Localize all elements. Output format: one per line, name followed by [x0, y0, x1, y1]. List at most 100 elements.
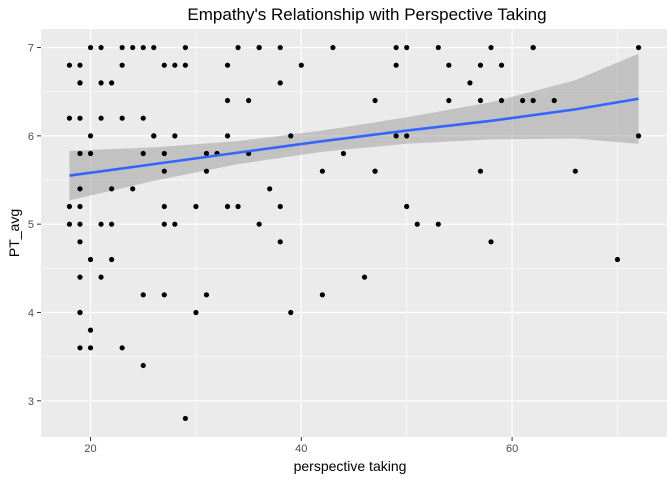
data-point	[614, 256, 621, 263]
data-point	[130, 44, 136, 51]
data-point	[77, 274, 83, 280]
data-point	[277, 80, 283, 86]
y-tick-label: 5	[28, 219, 34, 231]
data-point	[224, 203, 231, 210]
data-point	[404, 44, 410, 51]
data-point	[551, 97, 557, 104]
data-point	[98, 115, 104, 121]
data-point	[87, 44, 94, 51]
x-tick-label: 20	[84, 443, 96, 455]
data-point	[109, 186, 115, 192]
data-point	[66, 115, 73, 121]
data-point	[140, 115, 146, 121]
data-point	[140, 150, 146, 157]
data-point	[498, 62, 505, 68]
data-point	[224, 97, 231, 104]
data-point	[193, 203, 199, 210]
data-point	[98, 274, 104, 280]
data-point	[404, 203, 410, 210]
data-point	[488, 239, 494, 245]
data-point	[330, 44, 336, 51]
data-point	[77, 345, 83, 351]
data-point	[319, 168, 325, 174]
data-point	[635, 44, 642, 51]
data-point	[446, 97, 452, 104]
chart-title: Empathy's Relationship with Perspective …	[187, 5, 546, 24]
data-point	[182, 62, 188, 68]
data-point	[477, 62, 484, 68]
data-point	[161, 221, 167, 227]
data-point	[119, 115, 125, 121]
data-point	[119, 62, 125, 68]
data-point	[224, 133, 231, 139]
data-point	[203, 168, 210, 174]
data-point	[140, 362, 146, 369]
data-point	[87, 327, 94, 333]
data-point	[87, 345, 94, 351]
data-point	[498, 97, 505, 104]
data-point	[246, 97, 252, 104]
trend-line	[69, 97, 639, 177]
data-point	[77, 62, 83, 68]
data-point	[98, 44, 104, 51]
data-point	[203, 292, 210, 298]
data-point	[361, 274, 368, 280]
data-point	[277, 239, 283, 245]
data-point	[235, 203, 241, 210]
data-point	[77, 150, 83, 157]
data-point	[467, 80, 473, 86]
data-point	[193, 309, 199, 316]
data-point	[87, 150, 94, 157]
data-point	[488, 44, 494, 51]
data-point	[77, 80, 83, 86]
data-point	[393, 62, 399, 68]
data-point	[446, 62, 452, 68]
data-point	[66, 62, 73, 68]
data-point	[77, 309, 83, 316]
x-tick-label: 40	[295, 443, 307, 455]
data-point	[288, 133, 294, 139]
x-axis: 20 40 60	[84, 437, 518, 455]
data-point	[151, 44, 157, 51]
data-point	[477, 97, 484, 104]
data-point	[372, 168, 378, 174]
confidence-band	[69, 53, 639, 201]
data-point	[77, 203, 83, 210]
data-point	[140, 292, 146, 298]
y-tick-label: 6	[28, 131, 34, 143]
data-point	[161, 292, 167, 298]
data-point	[340, 150, 347, 157]
data-point	[277, 44, 283, 51]
data-point	[161, 203, 167, 210]
data-point	[277, 203, 283, 210]
data-point	[182, 44, 188, 51]
data-point	[140, 44, 146, 51]
data-point	[635, 133, 642, 139]
data-point	[372, 97, 378, 104]
data-point	[109, 80, 115, 86]
data-point	[87, 256, 94, 263]
y-axis-title: PT_avg	[6, 209, 22, 257]
data-point	[109, 221, 115, 227]
data-point	[77, 115, 83, 121]
data-point	[530, 44, 536, 51]
data-point	[172, 62, 178, 68]
data-point	[477, 168, 484, 174]
data-point	[256, 44, 262, 51]
data-point	[435, 221, 441, 227]
data-point	[288, 309, 294, 316]
data-point	[404, 133, 410, 139]
data-point	[87, 133, 94, 139]
x-tick-label: 60	[506, 443, 518, 455]
data-point	[119, 44, 125, 51]
data-point	[172, 221, 178, 227]
data-point	[182, 415, 188, 422]
data-point	[98, 80, 104, 86]
data-point	[161, 62, 167, 68]
data-point	[393, 133, 399, 139]
y-tick-label: 4	[28, 307, 34, 319]
data-point	[161, 150, 167, 157]
data-point	[109, 256, 115, 263]
data-point	[319, 292, 325, 298]
data-point	[298, 62, 304, 68]
